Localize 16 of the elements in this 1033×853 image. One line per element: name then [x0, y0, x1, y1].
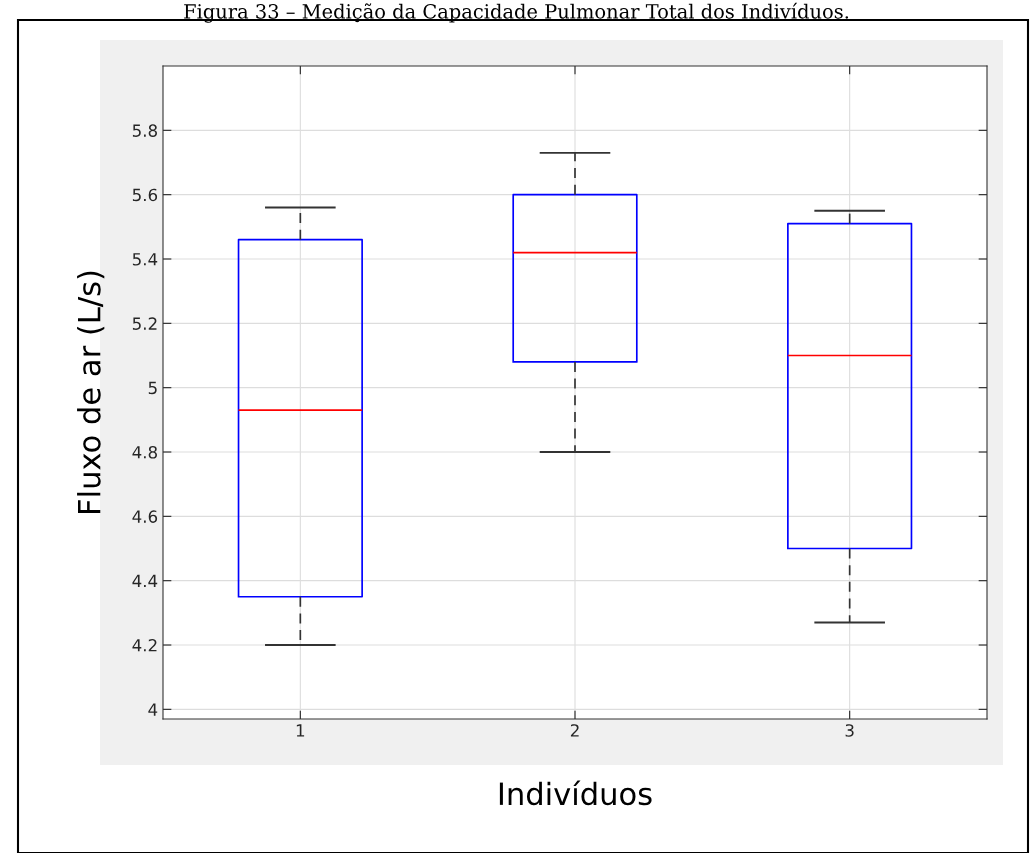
y-tick-label: 5 [148, 381, 157, 395]
y-tick-label: 4.2 [132, 638, 157, 652]
x-tick-label: 1 [296, 724, 305, 737]
y-tick-label: 4 [148, 703, 158, 716]
y-tick-label: 5.8 [132, 124, 157, 137]
y-tick-label: 4.4 [132, 574, 158, 588]
y-tick-label: 4.6 [132, 510, 158, 523]
y-tick-label: 5.2 [132, 317, 157, 330]
x-axis-title: Indivíduos [499, 780, 652, 806]
y-tick-label: 4.8 [132, 445, 157, 459]
chart-title: Figura 33 – Medição da Capacidade Pulmonar Total dos Indivíduos. [184, 2, 849, 23]
y-axis-title: Fluxo de ar (L/s) [77, 271, 105, 513]
x-tick-label: 3 [845, 724, 854, 737]
y-tick-label: 5.4 [132, 253, 158, 266]
y-tick-label: 5.6 [132, 188, 158, 202]
x-tick-label: 2 [570, 724, 579, 737]
